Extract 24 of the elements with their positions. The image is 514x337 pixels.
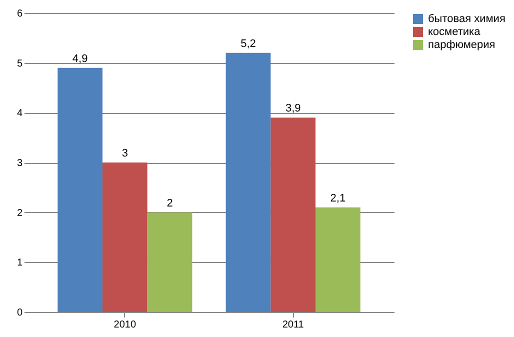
legend-label: парфюмерия — [428, 39, 496, 51]
y-tick-label: 1 — [16, 258, 23, 269]
data-label: 2 — [166, 197, 173, 210]
bar — [58, 68, 102, 312]
y-tick-label: 3 — [16, 158, 23, 169]
x-tick-label: 2010 — [114, 320, 136, 330]
y-tick-label: 5 — [16, 58, 23, 70]
y-tick-label: 4 — [16, 108, 23, 120]
x-tick-label: 2011 — [282, 320, 304, 330]
data-label: 5,2 — [240, 38, 256, 50]
y-tick-label: 0 — [16, 308, 23, 318]
bar — [226, 52, 271, 312]
legend-label: косметика — [428, 26, 482, 38]
bar — [102, 162, 148, 312]
bar — [316, 207, 360, 312]
bar — [147, 212, 192, 312]
data-label: 4,9 — [72, 52, 88, 65]
legend-label: бытовая химия — [428, 13, 506, 25]
y-tick-label: 6 — [16, 8, 23, 20]
data-label: 3 — [122, 148, 128, 160]
data-label: 3,9 — [285, 102, 301, 115]
y-tick-label: 2 — [16, 208, 23, 219]
data-label: 2,1 — [330, 192, 346, 204]
bar — [270, 118, 316, 312]
